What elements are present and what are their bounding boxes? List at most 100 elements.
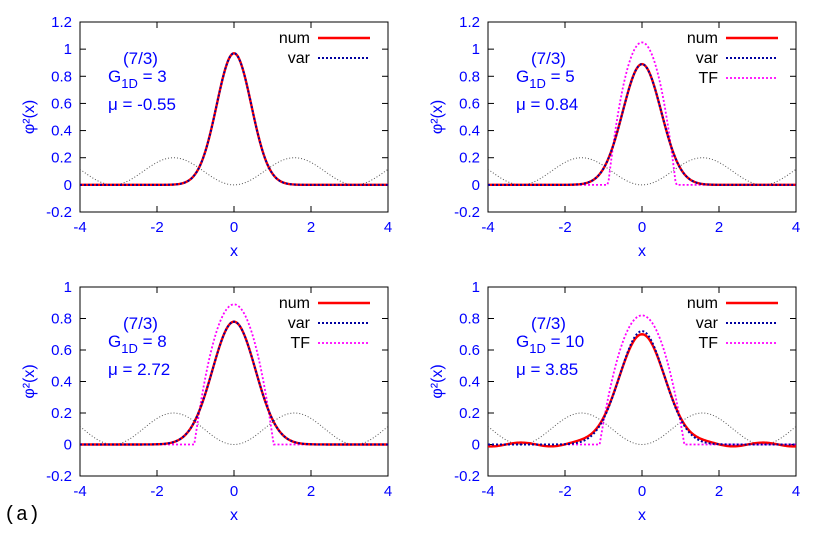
- y-tick-label: 0.2: [459, 405, 480, 422]
- y-tick-label: 0: [472, 177, 480, 194]
- x-tick-label: 0: [638, 483, 646, 500]
- annotation-sub: 1D: [121, 341, 138, 356]
- y-tick-label: 1.2: [459, 14, 480, 31]
- y-tick-label: 1.2: [51, 14, 72, 31]
- y-axis-label: φ²(x): [21, 364, 38, 398]
- x-tick-label: -4: [73, 219, 86, 236]
- x-axis-label: x: [638, 507, 646, 524]
- y-tick-label: 0: [472, 437, 480, 454]
- x-tick-label: 2: [715, 483, 723, 500]
- coupling-annotation: G1D = 3: [108, 67, 167, 91]
- y-tick-label: 0: [64, 437, 72, 454]
- annotation-g-value: = 5: [546, 67, 575, 86]
- annotation-sub: 1D: [529, 76, 546, 91]
- num-series: [80, 51, 388, 187]
- y-tick-label: 1: [472, 41, 480, 58]
- y-tick-label: 0.8: [459, 68, 480, 85]
- annotation-sub: 1D: [121, 76, 138, 91]
- annotation-sup: (7/3): [531, 49, 566, 68]
- plot-area: [488, 41, 796, 187]
- legend-label-num: num: [687, 30, 718, 47]
- y-tick-label: 0.6: [459, 95, 480, 112]
- mu-annotation: μ = 0.84: [516, 95, 578, 114]
- coupling-annotation: G1D = 8: [108, 332, 167, 356]
- var-series: [80, 320, 388, 446]
- x-axis-label: x: [638, 243, 646, 260]
- x-tick-label: -4: [481, 219, 494, 236]
- annotation-g: G: [108, 67, 121, 86]
- annotation-sup: (7/3): [123, 314, 158, 333]
- y-tick-label: 0.6: [459, 342, 480, 359]
- legend-label-tf: TF: [290, 335, 310, 352]
- mu-annotation: μ = 2.72: [108, 360, 170, 379]
- x-tick-label: -4: [481, 483, 494, 500]
- annotation-sup: (7/3): [531, 314, 566, 333]
- panel-3: -0.2 0 0.2 0.4 0.6 0.8 1 -4 -2 0 2 4 x φ²(x) G1D = 8(7…: [21, 279, 392, 524]
- var-series: [488, 63, 796, 186]
- x-axis-label: x: [230, 243, 238, 260]
- annotation-sub: 1D: [529, 341, 546, 356]
- annotation-g-value: = 8: [138, 332, 167, 351]
- x-tick-label: 4: [792, 483, 800, 500]
- x-tick-label: 0: [638, 219, 646, 236]
- x-tick-label: -2: [558, 219, 571, 236]
- legend-label-tf: TF: [698, 70, 718, 87]
- x-tick-label: 4: [384, 483, 392, 500]
- mu-annotation: μ = 3.85: [516, 360, 578, 379]
- y-tick-label: 1: [64, 279, 72, 296]
- y-tick-label: -0.2: [46, 468, 72, 485]
- y-tick-label: 0.4: [51, 374, 72, 391]
- panel-1: -0.2 0 0.2 0.4 0.6 0.8 1 1.2 -4 -2 0 2 4 x φ²(x) G1D = …: [21, 14, 392, 260]
- annotation-g: G: [516, 332, 529, 351]
- coupling-annotation: G1D = 10: [516, 332, 584, 356]
- x-tick-label: -2: [150, 483, 163, 500]
- y-tick-label: -0.2: [454, 468, 480, 485]
- y-tick-label: 0.2: [51, 150, 72, 167]
- annotation-sup: (7/3): [123, 49, 158, 68]
- tf-series: [488, 41, 796, 186]
- y-tick-label: 0.6: [51, 342, 72, 359]
- x-tick-label: 0: [230, 219, 238, 236]
- coupling-annotation: G1D = 5: [516, 67, 575, 91]
- legend-label-var: var: [288, 315, 311, 332]
- y-axis-label: φ²(x): [429, 364, 446, 398]
- annotation-g: G: [108, 332, 121, 351]
- potential-series: [488, 412, 796, 446]
- legend-label-var: var: [696, 50, 719, 67]
- y-tick-label: 1: [64, 41, 72, 58]
- panel-label: (a): [4, 504, 41, 527]
- var-series: [488, 330, 796, 446]
- x-tick-label: 0: [230, 483, 238, 500]
- x-axis-label: x: [230, 507, 238, 524]
- annotation-g-value: = 10: [546, 332, 584, 351]
- y-tick-label: 0.2: [51, 405, 72, 422]
- legend-label-num: num: [279, 295, 310, 312]
- plot-area: [488, 314, 796, 448]
- var-series: [80, 52, 388, 186]
- potential-series: [80, 412, 388, 446]
- legend-label-var: var: [696, 315, 719, 332]
- y-tick-label: 0: [64, 177, 72, 194]
- potential-series: [80, 157, 388, 186]
- y-tick-label: 0.8: [51, 311, 72, 328]
- plot-area: [80, 51, 388, 187]
- x-tick-label: -2: [150, 219, 163, 236]
- x-tick-label: -2: [558, 483, 571, 500]
- annotation-g: G: [516, 67, 529, 86]
- legend-label-tf: TF: [698, 335, 718, 352]
- y-tick-label: 0.6: [51, 95, 72, 112]
- mu-annotation: μ = -0.55: [108, 95, 176, 114]
- x-tick-label: 4: [384, 219, 392, 236]
- y-tick-label: 0.4: [459, 123, 480, 140]
- plot-area: [80, 303, 388, 446]
- y-tick-label: 0.8: [459, 311, 480, 328]
- y-tick-label: 0.4: [51, 123, 72, 140]
- y-tick-label: 0.4: [459, 374, 480, 391]
- y-tick-label: -0.2: [454, 204, 480, 221]
- x-tick-label: 2: [307, 219, 315, 236]
- annotation-g-value: = 3: [138, 67, 167, 86]
- potential-series: [488, 157, 796, 186]
- y-tick-label: 0.8: [51, 68, 72, 85]
- x-tick-label: 4: [792, 219, 800, 236]
